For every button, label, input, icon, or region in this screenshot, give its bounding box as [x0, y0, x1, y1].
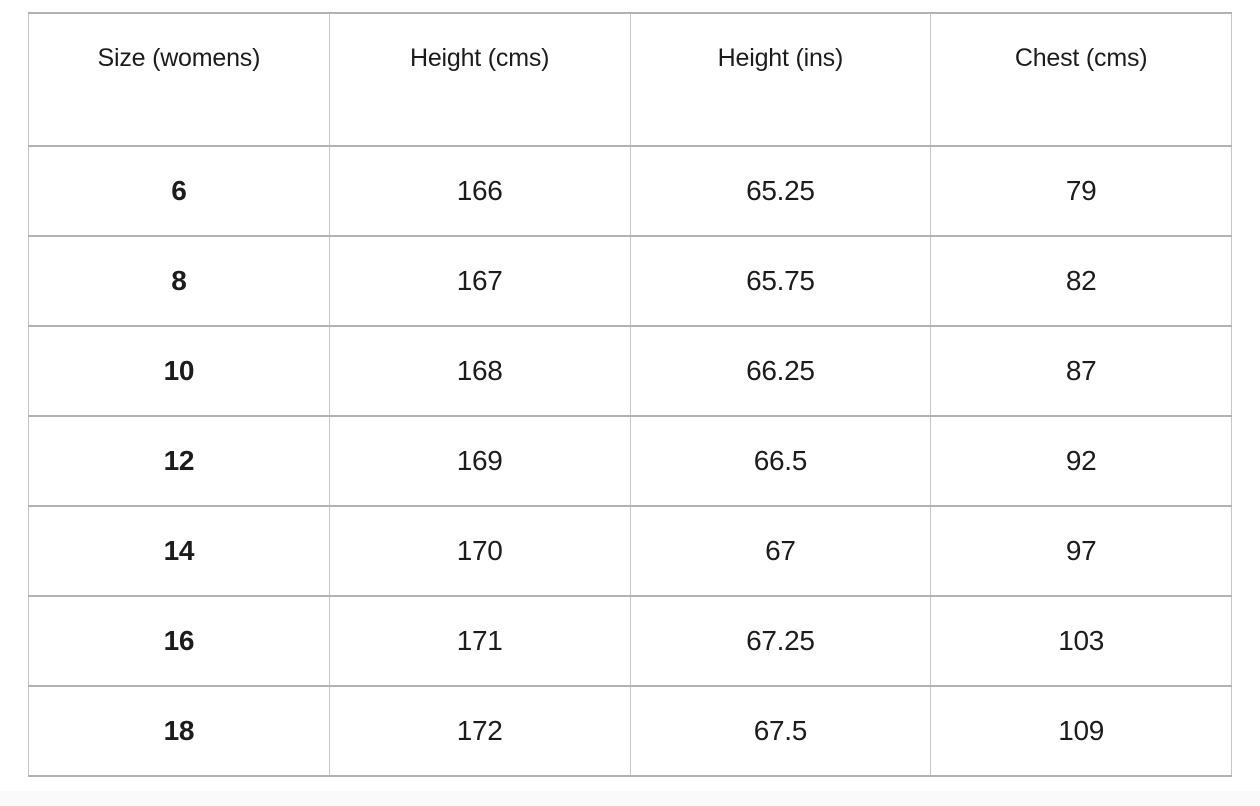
footer-strip: [0, 791, 1260, 806]
size-chart-table: Size (womens) Height (cms) Height (ins) Che…: [28, 12, 1232, 777]
table-cell: 79: [930, 145, 1232, 237]
table-header: Size (womens) Height (cms) Height (ins) Che…: [28, 12, 1232, 147]
table-cell: 172: [328, 685, 631, 777]
table-cell: 66.5: [629, 415, 932, 507]
table-row: 8 167 65.75 82: [28, 235, 1232, 327]
table-cell: 67.25: [629, 595, 932, 687]
table-cell: 87: [930, 325, 1232, 417]
column-header-2: Height (ins): [629, 12, 932, 147]
table-cell: 97: [930, 505, 1232, 597]
column-header-0: Size (womens): [28, 12, 330, 147]
table-cell: 168: [328, 325, 631, 417]
table-cell: 103: [930, 595, 1232, 687]
table-cell: 170: [328, 505, 631, 597]
size-cell: 12: [28, 415, 330, 507]
table-cell: 82: [930, 235, 1232, 327]
table-row: 12 169 66.5 92: [28, 415, 1232, 507]
size-cell: 16: [28, 595, 330, 687]
table-row: 18 172 67.5 109: [28, 685, 1232, 777]
table-cell: 169: [328, 415, 631, 507]
table-cell: 67: [629, 505, 932, 597]
table-row: 10 168 66.25 87: [28, 325, 1232, 417]
table-body: 6 166 65.25 79 8 167 65.75 82 10 168 66.25 87 12 169 6…: [28, 145, 1232, 777]
table-cell: 166: [328, 145, 631, 237]
table-cell: 65.75: [629, 235, 932, 327]
table-cell: 65.25: [629, 145, 932, 237]
size-cell: 18: [28, 685, 330, 777]
table-row: 14 170 67 97: [28, 505, 1232, 597]
table-cell: 66.25: [629, 325, 932, 417]
table-row: 6 166 65.25 79: [28, 145, 1232, 237]
table-cell: 167: [328, 235, 631, 327]
header-row: Size (womens) Height (cms) Height (ins) Che…: [28, 12, 1232, 147]
column-header-1: Height (cms): [328, 12, 631, 147]
table-cell: 171: [328, 595, 631, 687]
size-cell: 6: [28, 145, 330, 237]
column-header-3: Chest (cms): [930, 12, 1232, 147]
size-cell: 8: [28, 235, 330, 327]
table-cell: 92: [930, 415, 1232, 507]
table-row: 16 171 67.25 103: [28, 595, 1232, 687]
size-cell: 14: [28, 505, 330, 597]
size-cell: 10: [28, 325, 330, 417]
table-cell: 67.5: [629, 685, 932, 777]
table-cell: 109: [930, 685, 1232, 777]
